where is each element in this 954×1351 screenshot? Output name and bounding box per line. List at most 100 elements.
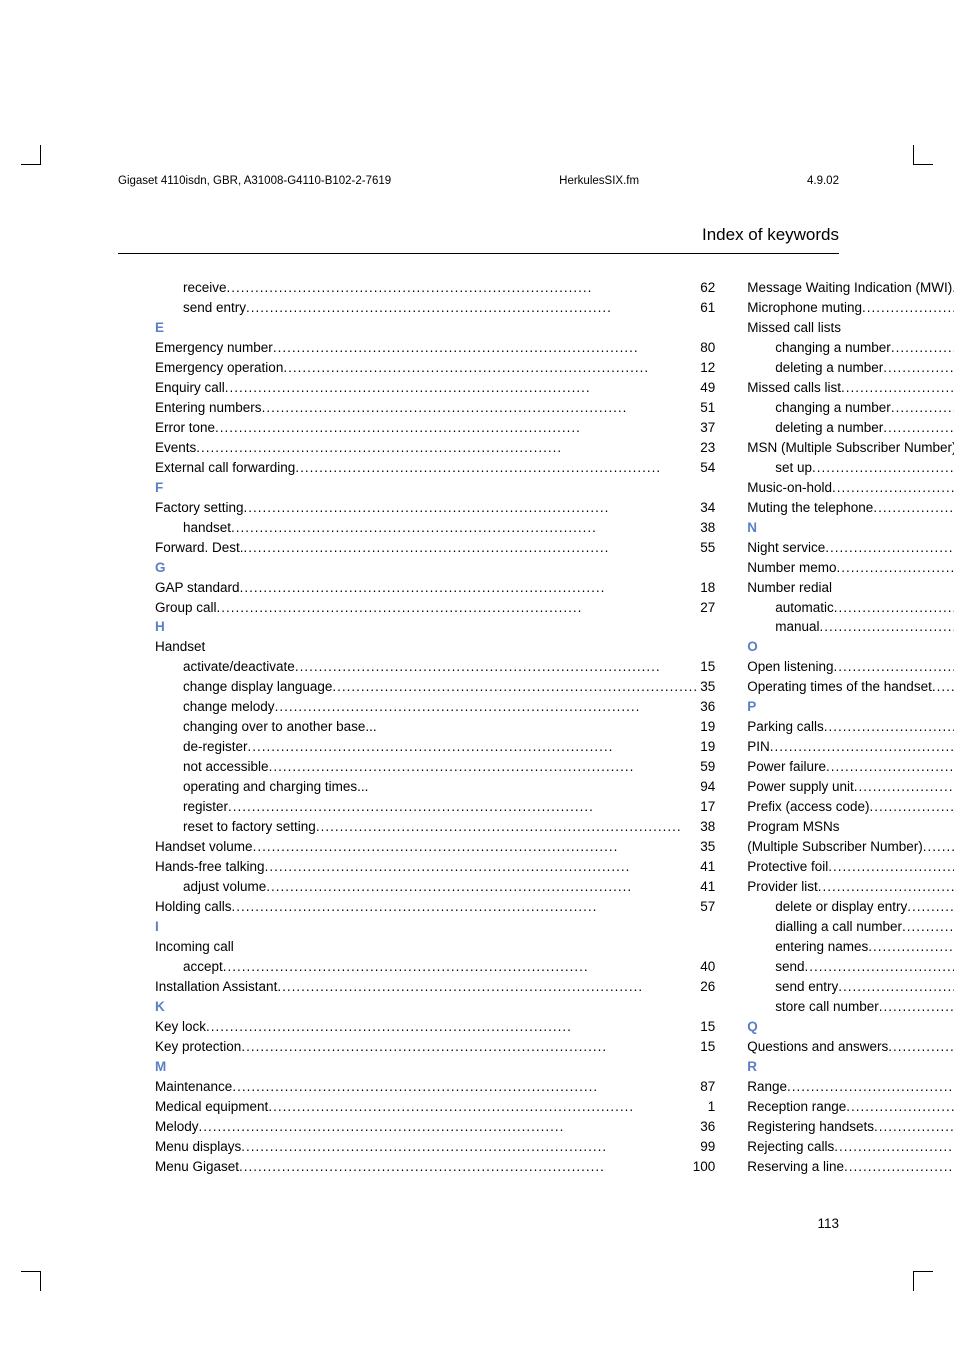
index-entry: Key lock15	[155, 1017, 715, 1037]
index-entry-label: Rejecting calls	[747, 1137, 834, 1157]
index-entry-page: 99	[698, 1137, 715, 1157]
index-entry-dots	[241, 1037, 698, 1057]
index-entry-dots	[206, 1017, 698, 1037]
index-entry-label: Number memo	[747, 558, 836, 578]
index-entry-label: reset to factory setting	[183, 817, 316, 837]
index-letter: I	[155, 917, 715, 937]
index-entry-page: 26	[698, 977, 715, 997]
index-entry-dots	[244, 538, 699, 558]
index-entry-dots	[295, 657, 698, 677]
index-entry-sep: ...	[357, 777, 368, 797]
header-right: 4.9.02	[807, 175, 839, 187]
index-entry-label: send entry	[183, 298, 246, 318]
index-entry-page: 17	[698, 797, 715, 817]
index-entry-dots	[241, 1137, 698, 1157]
index-entry: Group call27	[155, 598, 715, 618]
index-entry-label: Menu displays	[155, 1137, 241, 1157]
index-entry: Factory setting34	[155, 498, 715, 518]
index-entry-label: manual	[775, 617, 819, 637]
index-entry-page: 57	[698, 897, 715, 917]
index-entry-dots	[196, 438, 698, 458]
index-entry-dots	[266, 877, 698, 897]
index-entry: send entry61	[155, 298, 715, 318]
index-entry-dots	[873, 498, 954, 518]
index-entry: Emergency operation12	[155, 358, 715, 378]
index-entry-label: Microphone muting	[747, 298, 862, 318]
index-entry-page: 23	[698, 438, 715, 458]
index-letter: H	[155, 617, 715, 637]
index-entry-page: 15	[698, 1037, 715, 1057]
index-heading: Missed call lists	[747, 318, 954, 338]
index-entry: Operating times of the handset94	[747, 677, 954, 697]
index-entry-page: 62	[698, 278, 715, 298]
index-entry-dots	[837, 558, 954, 578]
index-entry: Microphone muting41	[747, 298, 954, 318]
index-entry-label: register	[183, 797, 228, 817]
index-entry-label: Registering handsets	[747, 1117, 874, 1137]
index-entry: adjust volume41	[155, 877, 715, 897]
index-entry-page: 36	[698, 1117, 715, 1137]
index-entry-dots	[199, 1117, 699, 1137]
index-entry-label: handset	[183, 518, 231, 538]
index-entry-page: 19	[698, 737, 715, 757]
index-entry-dots	[841, 378, 954, 398]
index-entry-dots	[825, 538, 954, 558]
crop-mark	[40, 1271, 41, 1291]
index-entry: Handset volume35	[155, 837, 715, 857]
index-entry-label: (Multiple Subscriber Number)	[747, 837, 923, 857]
index-letter: E	[155, 318, 715, 338]
index-entry-label: Message Waiting Indication (MWI)	[747, 278, 952, 298]
index-entry-label: Protective foil	[747, 857, 828, 877]
index-heading: MSN (Multiple Subscriber Number)	[747, 438, 954, 458]
index-entry-dots	[275, 697, 699, 717]
index-entry-label: set up	[775, 458, 812, 478]
index-entry-dots	[923, 837, 954, 857]
index-entry: de-register19	[155, 737, 715, 757]
index-entry-page: 34	[698, 498, 715, 518]
index-entry-dots	[824, 717, 954, 737]
header-center: HerkulesSIX.fm	[559, 175, 639, 187]
index-entry-page: 55	[698, 538, 715, 558]
index-entry-dots	[868, 937, 954, 957]
index-entry: Registering handsets17	[747, 1117, 954, 1137]
index-entry-label: accept	[183, 957, 223, 977]
index-letter: O	[747, 637, 954, 657]
index-entry-dots	[295, 458, 698, 478]
index-entry-dots	[832, 478, 954, 498]
index-entry: delete or display entry47	[747, 897, 954, 917]
crop-mark	[21, 164, 41, 165]
crop-mark	[913, 1271, 914, 1291]
index-entry-label: Group call	[155, 598, 217, 618]
index-entry-dots	[228, 797, 698, 817]
index-entry-page: 40	[698, 957, 715, 977]
index-entry-label: Parking calls	[747, 717, 824, 737]
index-entry-page: 49	[698, 378, 715, 398]
index-entry: store call number43	[747, 997, 954, 1017]
index-entry-dots	[215, 418, 698, 438]
index-entry-dots	[273, 338, 698, 358]
index-entry-dots	[844, 1157, 954, 1177]
index-entry: automatic42	[747, 598, 954, 618]
header-line: Gigaset 4110isdn, GBR, A31008-G4110-B102…	[118, 175, 839, 187]
index-entry: Protective foil14	[747, 857, 954, 877]
index-entry-dots	[770, 737, 954, 757]
index-entry-dots	[225, 378, 698, 398]
index-entry: Missed calls list52	[747, 378, 954, 398]
index-entry: Questions and answers87	[747, 1037, 954, 1057]
index-entry-dots	[854, 777, 954, 797]
index-entry-label: delete or display entry	[775, 897, 907, 917]
index-entry: External call forwarding54	[155, 458, 715, 478]
index-entry: Menu Gigaset100	[155, 1157, 715, 1177]
index-entry-label: Open listening	[747, 657, 833, 677]
index-entry-label: Holding calls	[155, 897, 232, 917]
index-entry-dots	[262, 398, 699, 418]
index-entry-label: store call number	[775, 997, 879, 1017]
index-letter: G	[155, 558, 715, 578]
index-entry: Hands-free talking41	[155, 857, 715, 877]
index-entry-page: 80	[698, 338, 715, 358]
index-entry: dialling a call number45	[747, 917, 954, 937]
index-entry: Range12	[747, 1077, 954, 1097]
index-entry-dots	[232, 897, 699, 917]
index-entry-page: 35	[698, 837, 715, 857]
index-entry-label: send entry	[775, 977, 838, 997]
